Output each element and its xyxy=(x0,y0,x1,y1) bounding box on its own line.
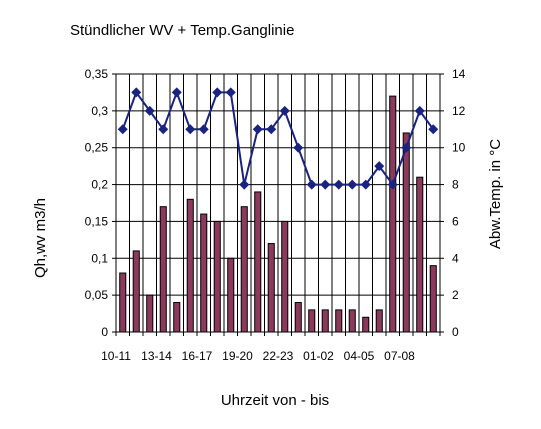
bar xyxy=(267,243,275,333)
bar xyxy=(240,206,248,333)
y2-tick-label: 2 xyxy=(452,288,459,302)
point xyxy=(131,87,142,98)
bar xyxy=(132,250,140,333)
point xyxy=(266,124,277,135)
point xyxy=(158,124,169,135)
bar xyxy=(375,309,383,333)
y2-axis-label: Abw.Temp. in °C xyxy=(487,139,504,249)
y2-tick-label: 8 xyxy=(452,178,459,192)
y-tick-label: 0,15 xyxy=(85,214,109,228)
bar xyxy=(213,220,221,333)
bar xyxy=(348,309,356,333)
y2-tick-label: 6 xyxy=(452,214,459,228)
point xyxy=(401,142,412,153)
y-tick-label: 0,2 xyxy=(91,178,108,192)
bar xyxy=(254,191,262,333)
bar xyxy=(294,302,302,333)
grid xyxy=(115,73,441,333)
bar xyxy=(186,198,194,333)
point xyxy=(387,179,398,190)
point xyxy=(185,124,196,135)
point xyxy=(239,179,250,190)
y-tick-label: 0,05 xyxy=(85,288,109,302)
point xyxy=(198,124,209,135)
y2-tick-label: 10 xyxy=(452,141,466,155)
point xyxy=(374,161,385,172)
bar xyxy=(281,220,289,333)
y-axis-label: Qh,wv m3/h xyxy=(32,198,49,278)
x-tick-label: 13-14 xyxy=(141,349,172,363)
x-tick-label: 01-02 xyxy=(303,349,334,363)
bar xyxy=(200,213,208,333)
y2-tick-label: 14 xyxy=(452,67,466,81)
y2-axis-ticks: 0 2 4 6 8 10 12 14 xyxy=(440,67,466,339)
bar xyxy=(227,257,235,333)
bar xyxy=(416,176,424,333)
x-tick-label: 19-20 xyxy=(222,349,253,363)
bar xyxy=(429,265,437,333)
x-axis-ticks: 10-11 13-14 16-17 19-20 22-23 01-02 04-05 07-08 xyxy=(101,332,441,363)
bar xyxy=(389,95,397,333)
bar xyxy=(402,132,410,333)
point xyxy=(144,105,155,116)
y-axis-ticks: 0 0,05 0,1 0,15 0,2 0,25 0,3 0,35 xyxy=(85,67,116,339)
bar xyxy=(159,206,167,333)
y-tick-label: 0 xyxy=(101,325,108,339)
x-axis-label: Uhrzeit von - bis xyxy=(221,392,329,409)
y2-tick-label: 4 xyxy=(452,251,459,265)
bar-series xyxy=(119,95,437,333)
x-tick-label: 16-17 xyxy=(182,349,213,363)
x-tick-label: 22-23 xyxy=(263,349,294,363)
point xyxy=(117,124,128,135)
bar xyxy=(362,316,370,333)
point xyxy=(360,179,371,190)
point xyxy=(293,142,304,153)
point xyxy=(414,105,425,116)
y-tick-label: 0,35 xyxy=(85,67,109,81)
point xyxy=(171,87,182,98)
point xyxy=(306,179,317,190)
x-tick-label: 04-05 xyxy=(344,349,375,363)
y2-tick-label: 0 xyxy=(452,325,459,339)
bar xyxy=(308,309,316,333)
point xyxy=(212,87,223,98)
bar xyxy=(335,309,343,333)
point xyxy=(320,179,331,190)
bar xyxy=(173,302,181,333)
point xyxy=(252,124,263,135)
point xyxy=(279,105,290,116)
x-tick-label: 10-11 xyxy=(101,349,131,363)
bar xyxy=(321,309,329,333)
y-tick-label: 0,3 xyxy=(91,104,108,118)
x-tick-label: 07-08 xyxy=(384,349,415,363)
point xyxy=(333,179,344,190)
temperature-series xyxy=(117,87,439,190)
point xyxy=(428,124,439,135)
y-tick-label: 0,25 xyxy=(85,141,109,155)
temperature-line xyxy=(121,89,435,187)
point xyxy=(225,87,236,98)
chart-title: Stündlicher WV + Temp.Ganglinie xyxy=(70,22,294,39)
y-tick-label: 0,1 xyxy=(91,251,108,265)
point xyxy=(347,179,358,190)
bar xyxy=(146,294,154,333)
y2-tick-label: 12 xyxy=(452,104,466,118)
bar xyxy=(119,272,127,333)
